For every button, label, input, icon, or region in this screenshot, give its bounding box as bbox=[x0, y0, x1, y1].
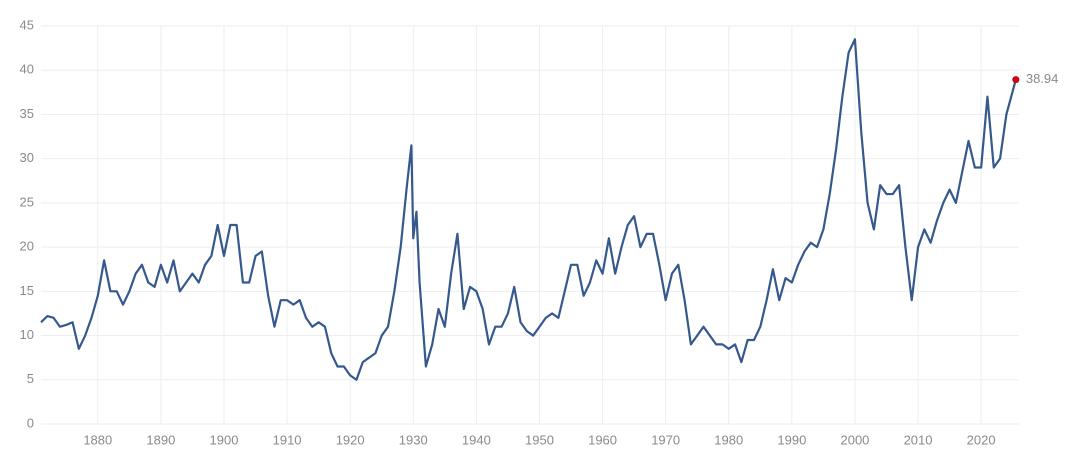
x-tick-label: 2000 bbox=[840, 432, 869, 447]
x-tick-label: 1890 bbox=[146, 432, 175, 447]
last-point bbox=[1012, 76, 1020, 84]
last-value-label: 38.94 bbox=[1026, 71, 1059, 86]
y-tick-label: 35 bbox=[20, 106, 34, 121]
y-tick-label: 0 bbox=[27, 415, 34, 430]
x-tick-label: 1970 bbox=[651, 432, 680, 447]
x-tick-label: 1910 bbox=[273, 432, 302, 447]
x-tick-label: 1960 bbox=[588, 432, 617, 447]
x-tick-label: 2020 bbox=[967, 432, 996, 447]
y-tick-label: 20 bbox=[20, 239, 34, 254]
y-tick-label: 5 bbox=[27, 371, 34, 386]
x-tick-label: 2010 bbox=[904, 432, 933, 447]
x-tick-label: 1980 bbox=[714, 432, 743, 447]
y-tick-label: 25 bbox=[20, 194, 34, 209]
x-tick-label: 1930 bbox=[399, 432, 428, 447]
x-tick-label: 1920 bbox=[336, 432, 365, 447]
y-tick-label: 10 bbox=[20, 327, 34, 342]
y-tick-label: 40 bbox=[20, 62, 34, 77]
y-tick-label: 45 bbox=[20, 17, 34, 32]
y-tick-label: 15 bbox=[20, 283, 34, 298]
x-tick-label: 1940 bbox=[462, 432, 491, 447]
x-tick-label: 1900 bbox=[210, 432, 239, 447]
x-tick-label: 1950 bbox=[525, 432, 554, 447]
x-tick-label: 1990 bbox=[777, 432, 806, 447]
line bbox=[40, 38, 1017, 381]
x-tick-label: 1880 bbox=[83, 432, 112, 447]
y-tick-label: 30 bbox=[20, 150, 34, 165]
